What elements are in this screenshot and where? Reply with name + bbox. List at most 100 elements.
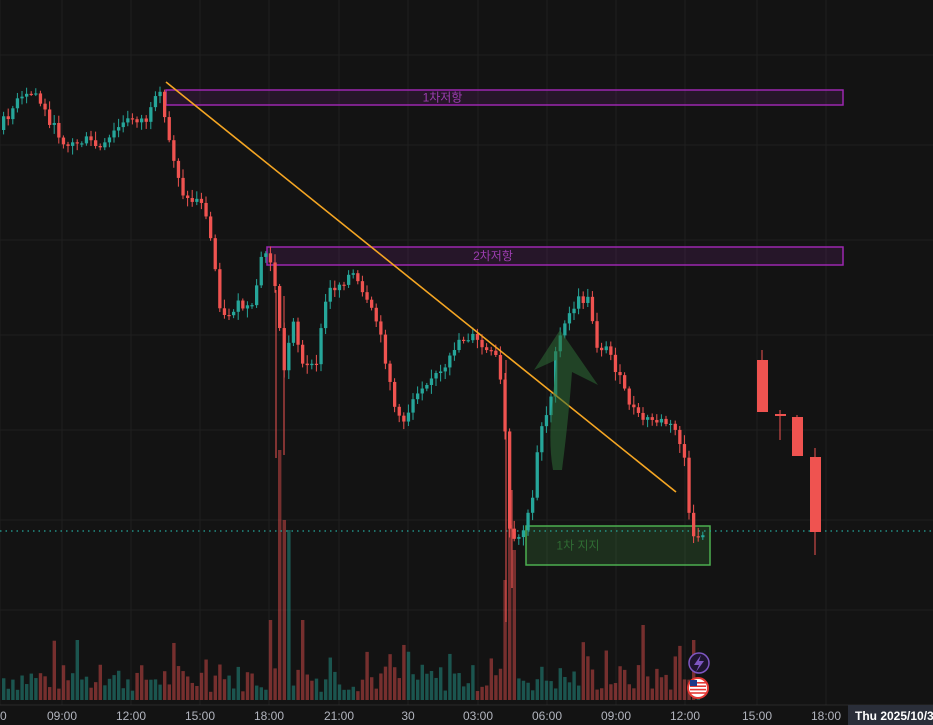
candle-21 — [98, 143, 102, 151]
volume-bar-99 — [457, 673, 461, 700]
volume-bar-88 — [406, 651, 411, 700]
candle-body-22 — [103, 142, 107, 148]
lightning-badge-icon[interactable] — [688, 652, 710, 674]
candle-body-88 — [406, 412, 411, 422]
candle-body-60 — [278, 286, 282, 329]
candle-85 — [393, 378, 397, 413]
volume-bar-95 — [439, 667, 443, 700]
volume-bar-1 — [6, 688, 10, 700]
volume-bar-77 — [356, 691, 360, 700]
candle-body-123 — [567, 313, 572, 324]
candle-body-34 — [158, 91, 162, 97]
volume-bar-123 — [567, 682, 572, 700]
candle-body-23 — [107, 137, 112, 143]
candle-body-9 — [43, 103, 47, 110]
candle-58 — [268, 246, 273, 272]
candle-body-17 — [80, 143, 84, 145]
projected-body-3 — [810, 457, 821, 532]
candle-150 — [692, 504, 696, 544]
candle-40 — [186, 190, 190, 207]
volume-bar-121 — [558, 668, 562, 700]
candle-91 — [420, 381, 424, 401]
volume-bar-130 — [600, 688, 604, 700]
candle-body-58 — [268, 253, 273, 263]
volume-bar-39 — [181, 671, 185, 700]
x-tick-4: 18:00 — [254, 709, 284, 723]
volume-bar-22 — [103, 685, 107, 700]
candle-114 — [526, 509, 530, 536]
x-axis-background — [0, 705, 933, 725]
candle-body-5 — [25, 93, 29, 97]
event-badges[interactable] — [687, 652, 710, 699]
candle-body-55 — [255, 285, 259, 306]
candle-body-57 — [264, 253, 268, 257]
candle-body-20 — [94, 140, 98, 147]
candle-117 — [540, 422, 544, 461]
volume-bar-119 — [549, 681, 553, 700]
volume-bar-23 — [107, 678, 112, 700]
candle-22 — [103, 138, 107, 151]
candle-body-76 — [351, 273, 355, 275]
candle-body-7 — [34, 93, 38, 95]
candle-body-133 — [613, 354, 618, 373]
candle-body-81 — [374, 307, 378, 322]
volume-bar-59 — [273, 668, 277, 700]
volume-bar-10 — [48, 687, 52, 700]
volume-bar-104 — [480, 686, 484, 700]
us-flag-icon[interactable] — [687, 677, 709, 699]
volume-bar-93 — [429, 670, 434, 700]
candle-76 — [351, 269, 355, 279]
candle-body-97 — [448, 355, 452, 368]
grid-lines — [0, 0, 933, 705]
volume-bar-33 — [153, 679, 158, 700]
candle-93 — [429, 369, 434, 394]
candle-44 — [204, 196, 208, 220]
candle-body-122 — [563, 323, 567, 336]
candle-body-104 — [480, 339, 484, 348]
volume-bar-14 — [66, 680, 70, 700]
candle-68 — [314, 354, 319, 372]
volume-bar-136 — [627, 684, 631, 700]
annotations — [165, 81, 677, 493]
volume-bar-73 — [337, 684, 342, 700]
volume-bar-36 — [167, 684, 171, 700]
candle-body-73 — [337, 284, 342, 291]
candle-body-26 — [121, 122, 125, 128]
volume-bars — [2, 450, 700, 700]
candle-body-25 — [117, 127, 121, 131]
candle-50 — [232, 309, 236, 319]
volume-bar-40 — [186, 676, 190, 700]
candle-28 — [130, 113, 135, 125]
candle-12 — [57, 115, 61, 144]
volume-bar-60 — [278, 450, 282, 700]
candle-125 — [577, 288, 581, 315]
candle-body-143 — [659, 418, 664, 423]
x-tick-1: 09:00 — [47, 709, 77, 723]
volume-bar-72 — [333, 671, 337, 700]
volume-bar-122 — [563, 676, 567, 700]
candle-body-71 — [328, 287, 332, 302]
volume-bar-86 — [397, 678, 401, 700]
candle-81 — [374, 303, 378, 328]
volume-bar-35 — [163, 671, 167, 700]
candle-body-30 — [140, 118, 144, 123]
volume-bar-65 — [301, 620, 305, 700]
volume-bar-58 — [268, 620, 273, 700]
candle-body-119 — [549, 396, 553, 416]
volume-bar-96 — [443, 690, 447, 700]
volume-bar-83 — [383, 666, 388, 700]
candle-119 — [549, 393, 553, 423]
candle-body-102 — [471, 333, 475, 341]
volume-bar-34 — [158, 684, 162, 700]
candle-77 — [356, 270, 360, 285]
volume-bar-63 — [291, 685, 296, 700]
candle-body-48 — [222, 308, 227, 316]
candle-16 — [75, 139, 79, 151]
candle-body-59 — [273, 262, 277, 287]
candle-136 — [627, 386, 631, 410]
volume-bar-55 — [255, 685, 259, 700]
volume-bar-94 — [434, 677, 438, 700]
volume-bar-79 — [365, 651, 369, 700]
candle-94 — [434, 370, 438, 386]
